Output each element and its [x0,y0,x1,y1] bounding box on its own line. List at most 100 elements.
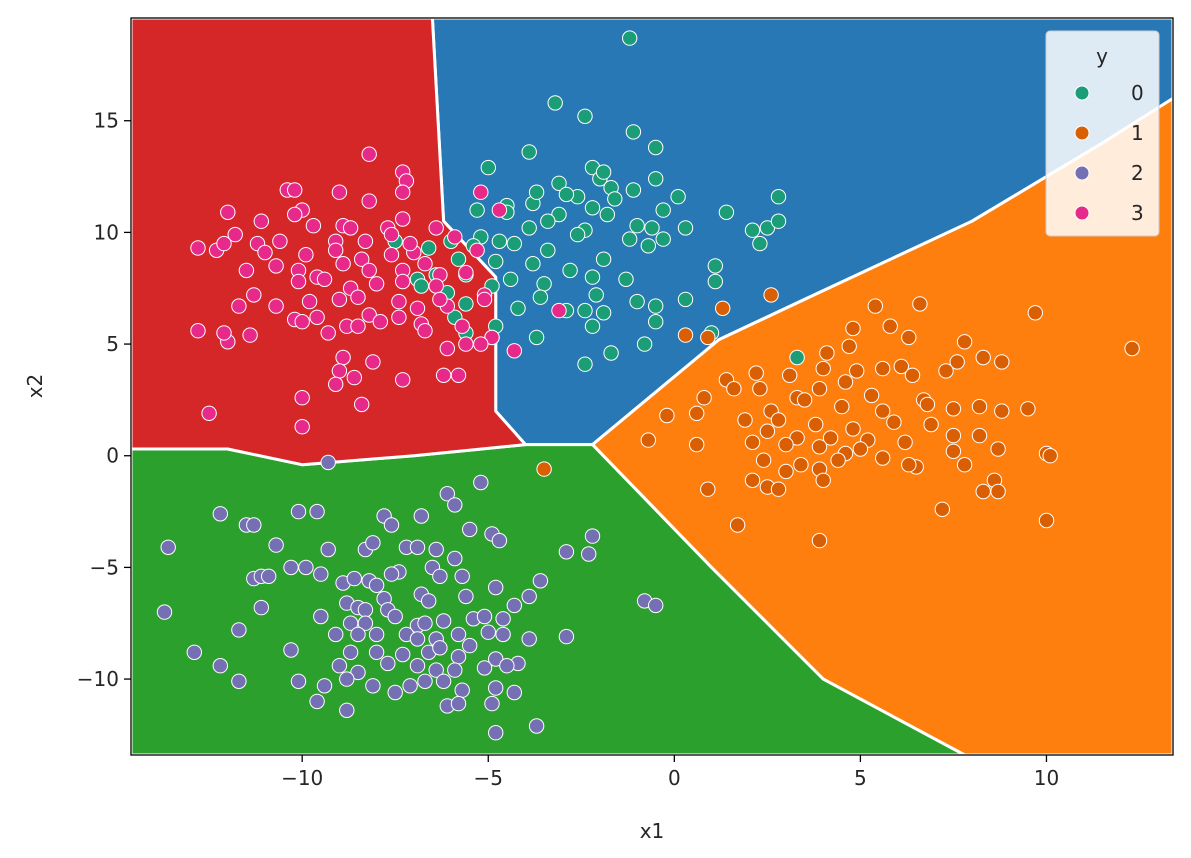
point-class-1 [755,452,772,468]
point-class-3 [428,220,444,236]
point-class-3 [372,314,388,330]
point-class-1 [852,441,869,457]
point-class-1 [811,532,828,549]
legend-marker-2 [1074,165,1090,181]
point-class-0 [677,220,694,236]
point-class-0 [458,296,474,312]
point-class-2 [383,517,400,533]
point-class-2 [521,631,537,647]
point-class-2 [342,644,359,660]
point-class-1 [863,387,880,404]
point-class-1 [837,374,854,390]
point-class-1 [845,320,861,337]
point-class-3 [342,220,359,236]
point-class-3 [335,256,351,272]
point-class-3 [484,329,500,346]
point-class-2 [231,673,247,689]
point-class-0 [752,235,768,252]
point-class-3 [428,278,444,294]
point-class-3 [439,340,455,357]
point-class-0 [536,276,552,292]
point-class-2 [409,631,426,647]
point-class-2 [521,588,537,605]
point-class-3 [417,323,433,339]
point-class-0 [603,345,619,361]
point-class-0 [625,124,642,140]
point-class-0 [625,182,642,198]
point-class-2 [309,503,325,520]
point-class-1 [715,300,731,316]
point-class-1 [815,360,831,377]
series-3 [190,146,567,435]
point-class-2 [298,559,314,576]
scatter-points [156,30,1140,741]
point-class-1 [845,421,861,437]
point-class-0 [744,222,761,238]
point-class-2 [283,642,299,658]
point-class-1 [1124,340,1140,357]
point-class-1 [830,452,846,468]
legend-entries: 0 1 2 3 [1074,81,1144,225]
point-class-3 [246,287,262,303]
point-class-1 [919,396,936,413]
point-class-3 [328,242,344,259]
point-class-1 [875,360,891,377]
point-class-0 [640,238,656,254]
point-class-1 [886,414,902,430]
point-class-0 [540,213,556,229]
point-class-0 [551,175,567,192]
point-class-1 [811,381,828,397]
point-class-1 [782,367,798,383]
point-class-2 [231,622,247,638]
point-class-2 [506,684,522,701]
point-class-3 [354,396,370,413]
point-class-1 [875,450,891,466]
point-class-3 [238,262,255,279]
point-class-0 [607,191,623,207]
point-class-3 [301,293,318,310]
point-class-1 [971,398,988,415]
y-axis-label: x2 [23,374,47,399]
point-class-1 [990,483,1006,500]
point-class-2 [558,628,575,645]
point-class-2 [331,658,348,674]
point-class-3 [491,202,508,218]
point-class-3 [316,271,333,287]
point-class-3 [290,273,307,290]
point-class-3 [391,309,407,325]
point-class-2 [313,566,329,582]
point-class-3 [350,289,366,305]
point-class-1 [700,329,716,346]
point-class-0 [648,314,664,330]
point-class-1 [811,439,828,455]
x-axis-label: x1 [640,819,665,843]
point-class-3 [287,206,303,223]
point-class-2 [368,644,385,660]
point-class-0 [562,262,578,279]
point-class-1 [689,405,705,421]
series-2 [156,454,664,741]
point-class-1 [744,434,761,450]
point-class-1 [789,430,805,446]
point-class-2 [488,680,504,696]
point-class-3 [476,291,493,308]
point-class-1 [778,463,794,480]
point-class-1 [945,443,962,459]
x-tick-label: 5 [854,766,867,790]
point-class-2 [357,615,374,631]
series-0 [387,30,805,372]
point-class-1 [536,461,552,477]
legend-label-3: 3 [1131,201,1144,225]
point-class-3 [268,258,284,274]
point-class-2 [212,658,229,674]
point-class-3 [469,242,485,259]
point-class-2 [316,678,333,694]
point-class-3 [473,336,489,352]
point-class-2 [383,566,400,582]
point-class-3 [231,298,247,314]
point-class-0 [648,298,664,314]
y-tick-label: 10 [94,220,119,244]
point-class-2 [387,608,403,625]
point-class-3 [361,307,377,323]
